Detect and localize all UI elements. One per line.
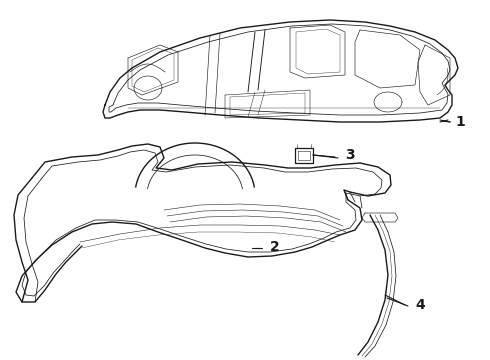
Text: 2: 2: [270, 240, 280, 254]
Text: 4: 4: [415, 298, 425, 312]
Text: 3: 3: [345, 148, 355, 162]
Text: 1: 1: [455, 115, 465, 129]
